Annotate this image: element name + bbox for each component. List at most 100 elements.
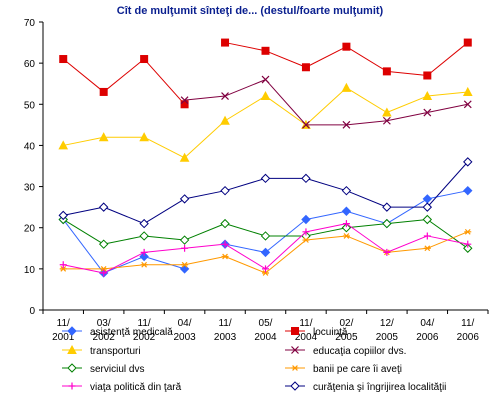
data-point	[260, 90, 271, 101]
series-line-segment	[184, 190, 226, 200]
legend-item: curăţenia şi îngrijirea localităţii	[285, 381, 446, 393]
x-tick-label: 11/2003	[214, 318, 237, 343]
data-point	[463, 100, 472, 109]
data-point	[100, 269, 108, 277]
series-line-segment	[386, 247, 428, 253]
series-line-segment	[63, 264, 104, 274]
y-tick-label: 50	[24, 100, 36, 111]
series-line-segment	[386, 235, 428, 253]
series-line-segment	[265, 50, 307, 68]
x-tick-label: 12/2005	[376, 318, 399, 343]
data-point	[140, 55, 149, 64]
data-point	[260, 173, 271, 184]
series-line-segment	[143, 198, 185, 225]
data-point	[464, 228, 472, 235]
series-line-segment	[103, 235, 145, 245]
data-point	[341, 206, 352, 216]
series-line-segment	[346, 120, 387, 126]
series-5	[59, 228, 472, 276]
series-7	[58, 157, 473, 229]
data-point	[342, 233, 350, 239]
legend-swatch-marker	[291, 365, 299, 371]
series-line-segment	[346, 210, 388, 225]
series-line-segment	[62, 58, 104, 93]
legend-swatch-marker	[291, 327, 299, 335]
data-point	[301, 173, 311, 184]
data-point	[382, 67, 391, 76]
series-line-segment	[103, 206, 145, 225]
data-point	[262, 270, 269, 276]
series-line-segment	[103, 256, 145, 274]
data-point	[422, 214, 433, 225]
series-line-segment	[224, 243, 266, 270]
data-point	[464, 240, 472, 248]
series-line-segment	[224, 177, 266, 192]
data-point	[181, 244, 189, 252]
data-point	[181, 261, 189, 268]
series-line-segment	[346, 87, 388, 113]
legend-swatch-marker	[68, 382, 76, 390]
series-line-segment	[103, 251, 145, 274]
data-point	[179, 235, 190, 245]
series-line-segment	[265, 79, 307, 126]
data-point	[423, 232, 431, 240]
x-tick-label: 05/2004	[254, 318, 277, 343]
series-line-segment	[184, 120, 226, 159]
legend-item: banii pe care îi aveţi	[285, 364, 402, 375]
data-point	[261, 46, 270, 55]
data-point	[463, 157, 473, 167]
series-line-segment	[224, 256, 266, 274]
series-line-segment	[427, 91, 468, 97]
x-tick-label: 11/2004	[295, 318, 318, 343]
series-line-segment	[224, 243, 266, 253]
series-line-segment	[386, 70, 428, 76]
series-line-segment	[305, 87, 347, 126]
series-3	[180, 75, 472, 129]
series-line-segment	[386, 198, 428, 225]
x-tick-label: 04/2006	[416, 318, 439, 343]
data-point	[220, 115, 230, 125]
x-tick-label: 03/2002	[93, 318, 116, 343]
data-point	[139, 132, 149, 142]
series-line-segment	[346, 223, 387, 229]
series-line-segment	[224, 95, 266, 122]
series-line-segment	[224, 79, 266, 97]
data-point	[100, 265, 108, 272]
data-point	[260, 231, 271, 241]
series-line-segment	[427, 103, 468, 114]
legend-item: viaţa politică din ţară	[62, 382, 182, 393]
series-line-segment	[265, 239, 307, 274]
series-line-segment	[346, 190, 388, 208]
data-point	[221, 240, 229, 248]
data-point	[422, 194, 433, 204]
data-point	[423, 245, 431, 252]
legend-swatch-marker	[290, 381, 300, 391]
data-point	[301, 63, 310, 72]
legend-swatch-marker	[67, 344, 77, 354]
series-line-segment	[386, 112, 428, 122]
series-line-segment	[305, 210, 347, 220]
legend-item: serviciul dvs	[62, 363, 144, 375]
data-point	[59, 265, 67, 272]
legend-label: educaţia copiilor dvs.	[313, 346, 406, 357]
legend-item: asistenţă medicală	[62, 326, 173, 338]
data-point	[423, 108, 432, 117]
series-line-segment	[184, 243, 226, 249]
data-point	[302, 120, 310, 129]
data-point	[99, 87, 108, 96]
legend-label: viaţa politică din ţară	[90, 382, 182, 393]
data-point	[180, 96, 189, 105]
data-point	[98, 202, 109, 212]
series-line-segment	[62, 219, 104, 245]
data-point	[341, 223, 352, 233]
data-point	[98, 239, 109, 249]
data-point	[463, 185, 473, 196]
data-point	[463, 38, 472, 47]
series-line-segment	[224, 223, 266, 237]
x-tick-label: 02/2005	[335, 318, 358, 343]
series-line-segment	[346, 235, 388, 253]
data-point	[302, 237, 310, 243]
data-point	[260, 247, 271, 258]
series-line-segment	[346, 223, 388, 253]
legend-item: locuinţă	[285, 327, 348, 338]
